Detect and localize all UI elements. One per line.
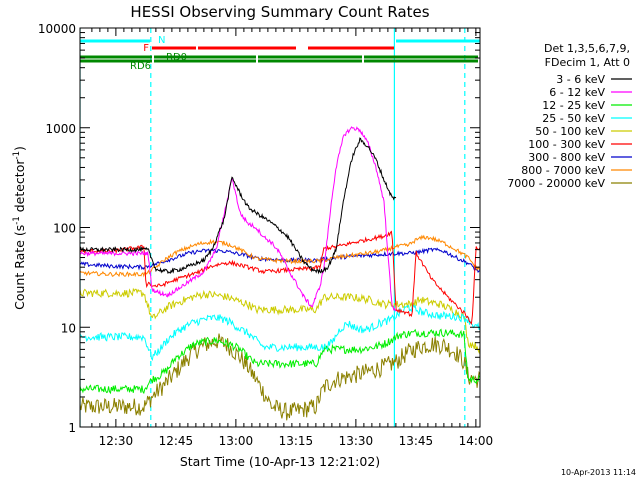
x-tick-label: 13:00 (219, 434, 254, 448)
series-line-3 (80, 328, 480, 395)
x-tick-label: 12:45 (159, 434, 194, 448)
x-tick-label: 13:45 (399, 434, 434, 448)
legend-label: 100 - 300 keV (528, 138, 605, 151)
y-axis-label-mid: detector (12, 159, 27, 217)
plot-area: NF RD0 RD6 (80, 28, 480, 427)
legend-label: 800 - 7000 keV (521, 164, 605, 177)
series-line-7 (80, 247, 480, 273)
y-axis-label: Count Rate (s-1 detector-1) (12, 146, 27, 310)
y-axis-label-sup1: -1 (12, 216, 22, 224)
x-tick-label: 12:30 (99, 434, 134, 448)
footer-date: 10-Apr-2013 11:14 (561, 468, 636, 477)
legend: Det 1,3,5,6,7,9, FDecim 1, Att 0 3 - 6 k… (507, 42, 632, 190)
legend-label: 6 - 12 keV (549, 86, 605, 99)
annotation-label-rd0: RD0 (166, 52, 187, 63)
annotation-label-f: F (143, 43, 149, 54)
y-tick-label: 10 (61, 321, 76, 335)
series-line-6 (80, 230, 480, 326)
series-line-1 (80, 137, 397, 275)
y-tick-label: 100 (53, 222, 76, 236)
x-axis: 12:30 12:45 13:00 13:15 13:30 13:45 14:00 (91, 28, 494, 448)
legend-label: 3 - 6 keV (556, 73, 605, 86)
y-axis-label-main: Count Rate (s (12, 225, 27, 310)
x-tick-label: 13:30 (339, 434, 374, 448)
legend-header-line-2: FDecim 1, Att 0 (545, 56, 630, 69)
y-tick-label: 10000 (38, 22, 76, 36)
series-line-5 (80, 287, 480, 355)
series-line-4 (80, 304, 480, 361)
legend-label: 50 - 100 keV (535, 125, 605, 138)
legend-label: 12 - 25 keV (542, 99, 605, 112)
annotation-label-n: N (158, 35, 165, 46)
series-line-8 (80, 234, 480, 278)
series-line-9 (80, 333, 480, 421)
legend-header-line-1: Det 1,3,5,6,7,9, (544, 42, 630, 55)
annotation-label-rd6: RD6 (130, 61, 151, 72)
series-line-2 (80, 126, 397, 312)
y-tick-label: 1000 (45, 122, 76, 136)
legend-label: 7000 - 20000 keV (507, 177, 605, 190)
y-tick-label: 1 (68, 421, 76, 435)
plot-series-group (80, 28, 480, 427)
y-axis-label-end: ) (12, 146, 27, 151)
y-axis-label-sup2: -1 (12, 151, 22, 159)
x-tick-label: 14:00 (459, 434, 494, 448)
x-axis-label: Start Time (10-Apr-13 12:21:02) (180, 454, 380, 469)
y-axis: 1 10 100 1000 10000 (38, 22, 480, 435)
x-tick-label: 13:15 (279, 434, 314, 448)
legend-label: 25 - 50 keV (542, 112, 605, 125)
chart-title: HESSI Observing Summary Count Rates (130, 3, 429, 21)
legend-label: 300 - 800 keV (528, 151, 605, 164)
